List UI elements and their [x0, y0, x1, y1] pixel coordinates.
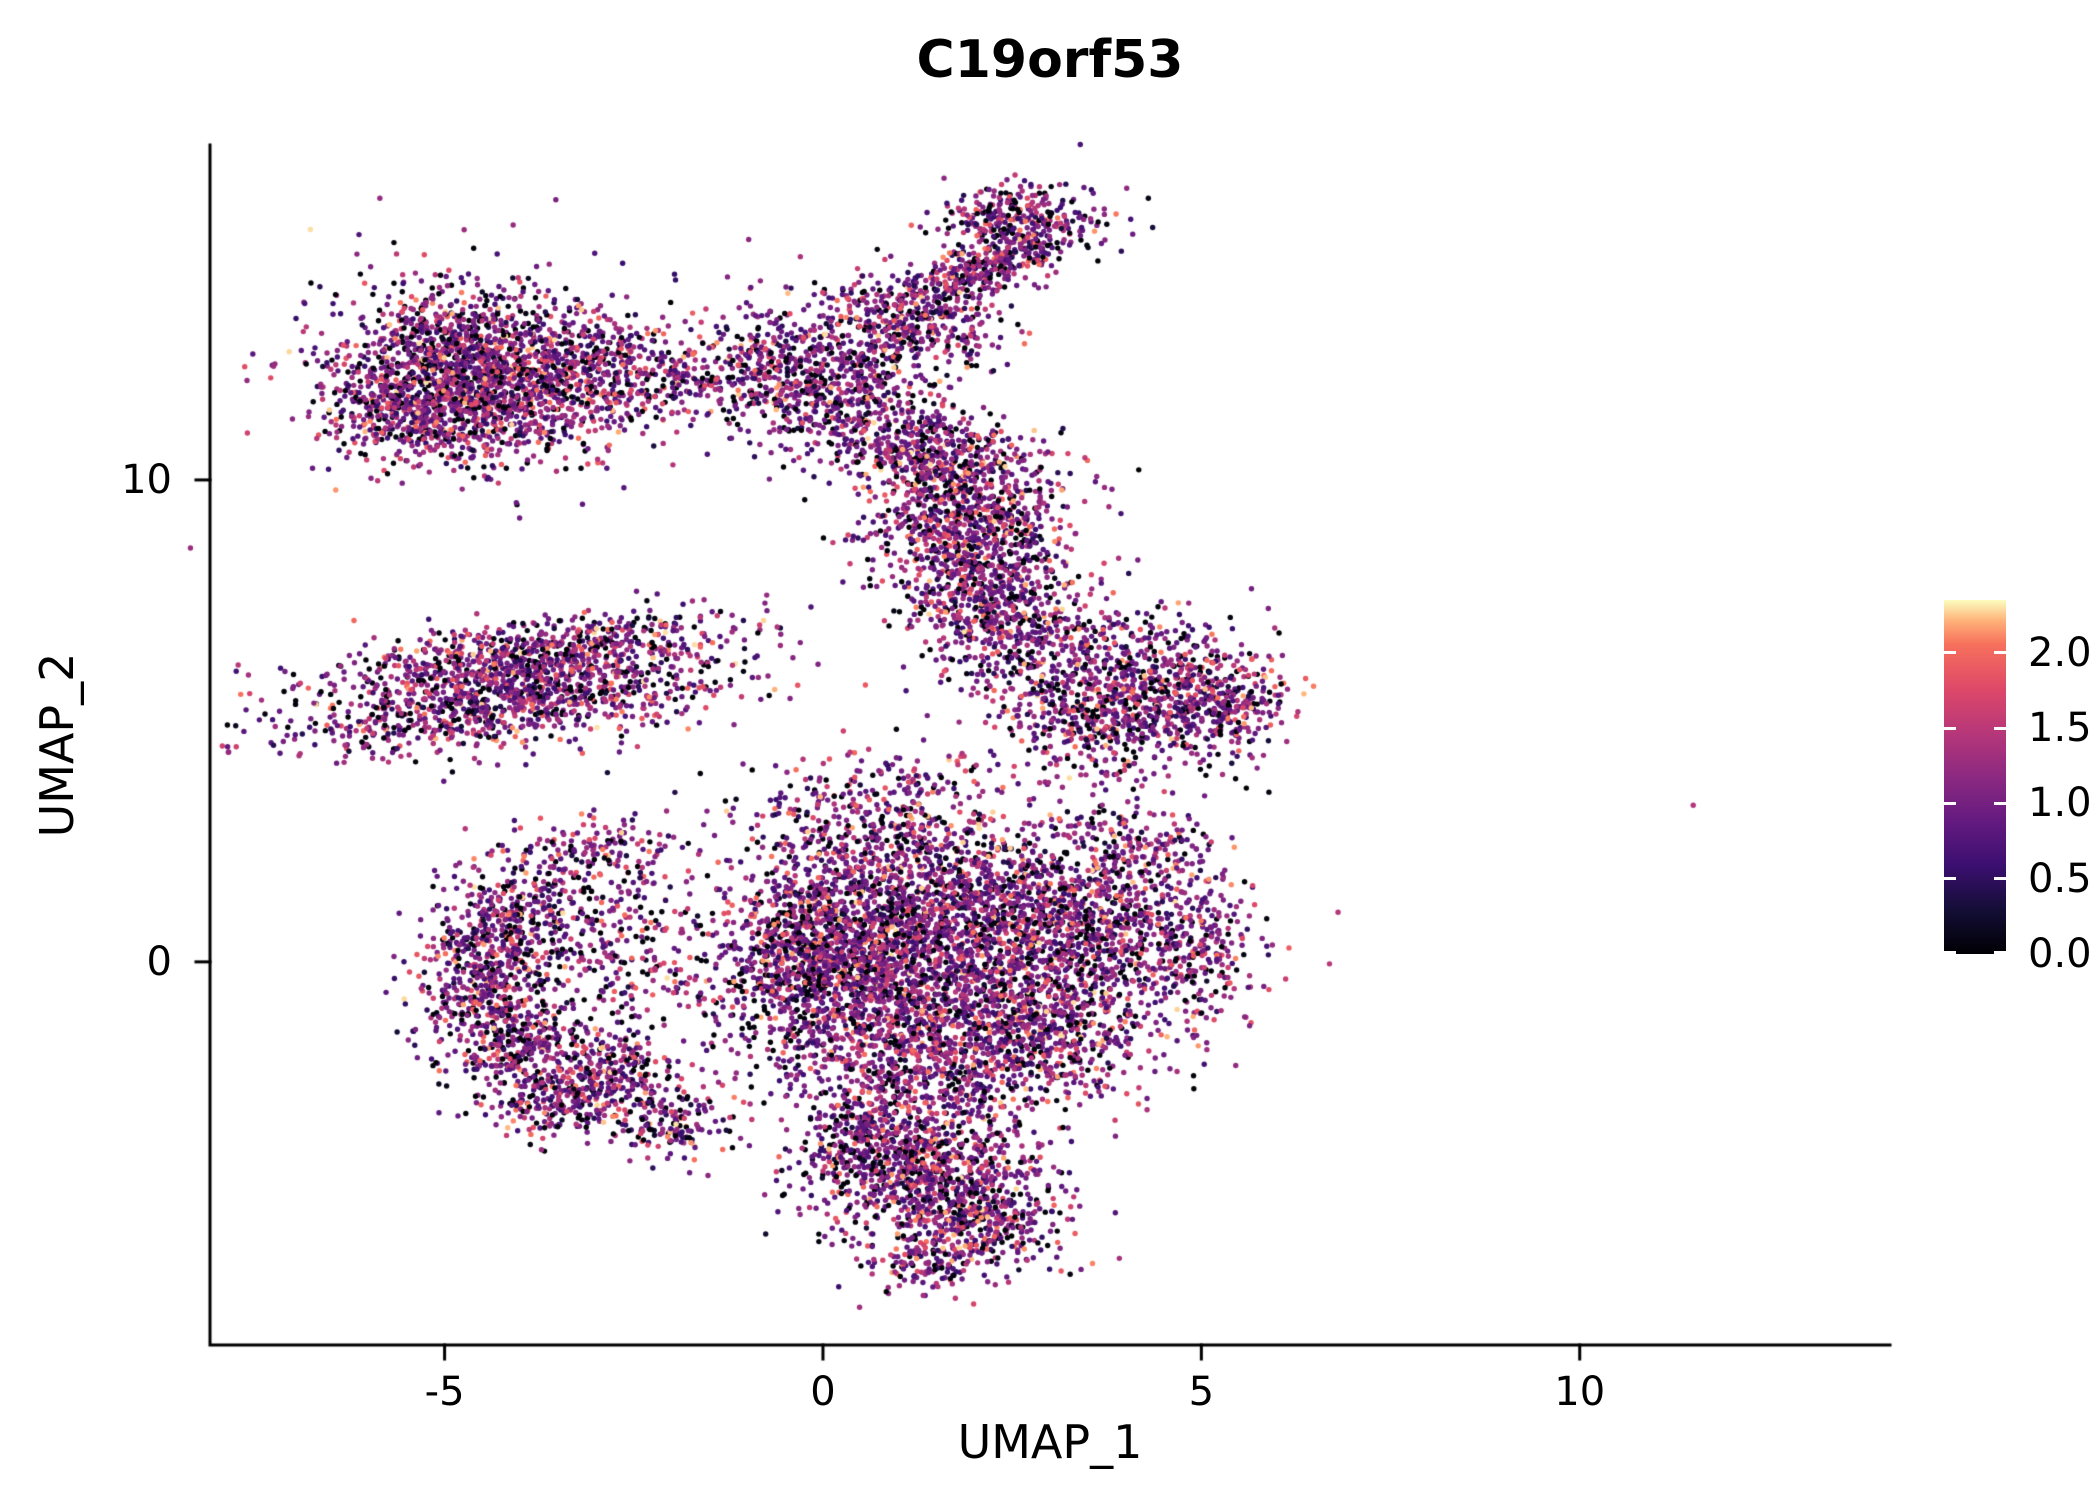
- legend-tick-mark: [1944, 801, 1956, 805]
- legend-tick-mark: [1994, 951, 2006, 954]
- legend-tick-mark: [1944, 877, 1956, 881]
- legend-tick-label: 0.0: [2028, 931, 2092, 977]
- legend-tick-mark: [1994, 877, 2006, 881]
- x-tick-label: 5: [1188, 1369, 1215, 1415]
- legend-tick-mark: [1944, 726, 1956, 730]
- y-axis-title: UMAP_2: [30, 652, 84, 838]
- x-axis-title: UMAP_1: [957, 1415, 1143, 1469]
- legend-tick-mark: [1994, 726, 2006, 730]
- legend-tick-label: 0.5: [2028, 855, 2092, 902]
- legend-tick-mark: [1944, 951, 1956, 954]
- y-tick-label: 0: [146, 938, 172, 985]
- legend-tick-label: 2.0: [2028, 629, 2092, 676]
- x-tick-label: 10: [1554, 1369, 1606, 1415]
- legend-tick-label: 1.5: [2028, 705, 2092, 752]
- colorbar-legend: [1944, 600, 2006, 954]
- legend-tick-mark: [1994, 801, 2006, 805]
- legend-tick-mark: [1994, 651, 2006, 655]
- plot-title: C19orf53: [916, 30, 1184, 90]
- y-tick-label: 10: [121, 456, 172, 503]
- x-tick-label: -5: [424, 1369, 465, 1415]
- legend-tick-mark: [1944, 651, 1956, 655]
- legend-tick-label: 1.0: [2028, 780, 2092, 827]
- x-tick-label: 0: [810, 1369, 836, 1415]
